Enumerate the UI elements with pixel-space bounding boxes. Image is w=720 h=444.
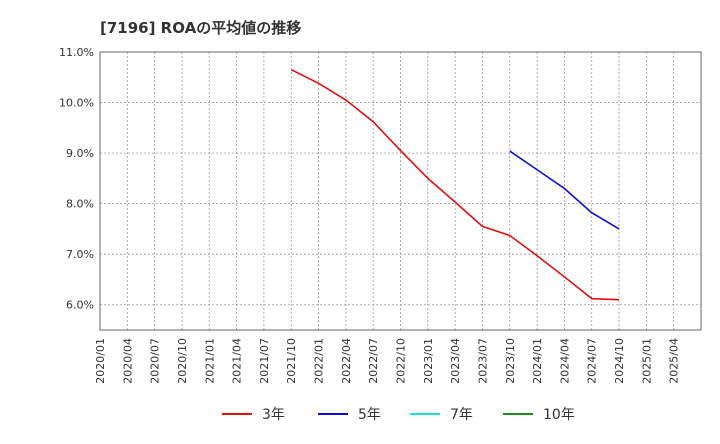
x-tick-label: 2021/07: [258, 338, 271, 384]
legend-label-10年: 10年: [543, 407, 575, 423]
x-tick-label: 2022/10: [395, 338, 408, 384]
x-tick-label: 2020/07: [149, 338, 162, 384]
x-tick-label: 2024/10: [613, 338, 626, 384]
y-tick-label: 9.0%: [66, 147, 94, 160]
x-tick-label: 2020/10: [176, 338, 189, 384]
x-tick-label: 2023/04: [449, 338, 462, 384]
x-tick-label: 2021/04: [231, 338, 244, 384]
x-tick-label: 2025/01: [640, 338, 653, 384]
x-tick-label: 2020/04: [121, 338, 134, 384]
data-series: [290, 68, 620, 301]
x-axis-ticks: 2020/01 2020/04 2020/07 2020/10 2021/01 2021/…: [94, 338, 681, 384]
x-tick-label: 2024/07: [586, 338, 599, 384]
y-tick-label: 10.0%: [59, 97, 94, 110]
series-line-3年: [290, 68, 620, 301]
x-tick-label: 2022/01: [313, 338, 326, 384]
plot-area-frame: [99, 51, 702, 331]
grid-lines: [100, 52, 701, 330]
x-tick-label: 2025/04: [668, 338, 681, 384]
x-tick-label: 2023/07: [476, 338, 489, 384]
x-tick-label: 2021/10: [285, 338, 298, 384]
x-tick-label: 2021/01: [203, 338, 216, 384]
x-tick-label: 2024/04: [558, 338, 571, 384]
legend-label-5年: 5年: [358, 407, 381, 423]
chart-title: [7196] ROAの平均値の推移: [100, 19, 301, 37]
x-tick-label: 2023/10: [504, 338, 517, 384]
y-tick-label: 7.0%: [66, 248, 94, 261]
legend: 3年 5年 7年 10年: [222, 407, 575, 423]
legend-label-7年: 7年: [450, 407, 473, 423]
series-line-5年: [509, 150, 620, 230]
y-tick-label: 11.0%: [59, 46, 94, 59]
x-tick-label: 2022/07: [367, 338, 380, 384]
y-tick-label: 8.0%: [66, 198, 94, 211]
y-tick-label: 6.0%: [66, 299, 94, 312]
x-tick-label: 2023/01: [422, 338, 435, 384]
y-axis-ticks: 6.0% 7.0% 8.0% 9.0% 10.0% 11.0%: [59, 46, 94, 312]
x-tick-label: 2024/01: [531, 338, 544, 384]
x-tick-label: 2022/04: [340, 338, 353, 384]
legend-label-3年: 3年: [262, 407, 285, 423]
x-tick-label: 2020/01: [94, 338, 107, 384]
